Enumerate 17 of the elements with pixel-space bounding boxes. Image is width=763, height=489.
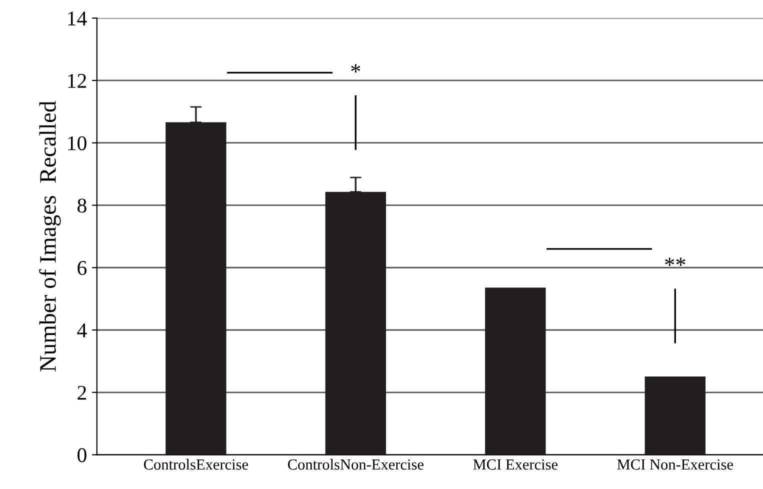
y-tick-label: 6 — [78, 261, 87, 276]
y-tick-label: 10 — [68, 136, 86, 150]
annotation: ** — [665, 258, 686, 266]
bar — [644, 376, 706, 455]
y-tick-label: 4 — [77, 324, 87, 338]
y-tick-label: 14 — [68, 12, 87, 26]
y-tick-label: 2 — [78, 386, 86, 400]
bar — [485, 288, 546, 455]
x-tick-label: MCI Non-Exercise — [617, 459, 733, 470]
annotation: * — [351, 64, 360, 72]
y-tick-label: 0 — [78, 448, 86, 462]
x-tick-label: ControlsExercise — [144, 458, 248, 470]
y-axis-title: Number of Images Recalled — [39, 101, 61, 372]
y-tick-label: 8 — [78, 198, 86, 213]
y-tick-label: 12 — [68, 74, 86, 88]
x-tick-label: MCI Exercise — [473, 459, 558, 470]
x-tick-label: ControlsNon-Exercise — [288, 458, 424, 470]
